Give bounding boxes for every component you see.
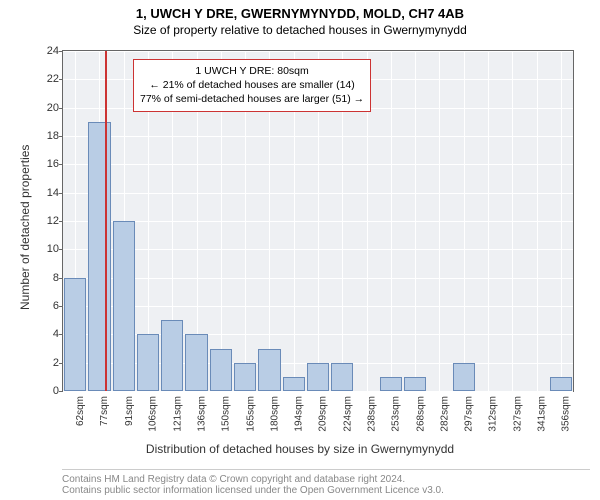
x-axis-label: Distribution of detached houses by size … — [0, 442, 600, 456]
y-tick-label: 10 — [47, 243, 59, 255]
y-tick-label: 0 — [53, 385, 59, 397]
x-tick-label: 150sqm — [221, 396, 232, 432]
x-tick-label: 91sqm — [124, 396, 135, 426]
reference-line — [105, 51, 107, 391]
bar — [137, 334, 159, 391]
x-tick-label: 327sqm — [512, 396, 523, 432]
x-tick-label: 194sqm — [294, 396, 305, 432]
bar — [64, 278, 86, 391]
bar — [283, 377, 305, 391]
x-tick-label: 253sqm — [391, 396, 402, 432]
x-tick-label: 62sqm — [75, 396, 86, 426]
bar — [307, 363, 329, 391]
bar — [88, 122, 110, 391]
bar — [550, 377, 572, 391]
y-tick-label: 2 — [53, 357, 59, 369]
bar — [210, 349, 232, 392]
bar — [331, 363, 353, 391]
x-tick-label: 238sqm — [367, 396, 378, 432]
bar — [234, 363, 256, 391]
y-tick-label: 22 — [47, 73, 59, 85]
y-axis-label: Number of detached properties — [18, 145, 32, 310]
x-tick-label: 180sqm — [269, 396, 280, 432]
bar — [380, 377, 402, 391]
y-tick-label: 14 — [47, 187, 59, 199]
annotation-line: ← 21% of detached houses are smaller (14… — [140, 78, 364, 92]
x-tick-label: 341sqm — [537, 396, 548, 432]
bar — [404, 377, 426, 391]
footer-line-2: Contains public sector information licen… — [62, 485, 590, 496]
y-tick-label: 20 — [47, 102, 59, 114]
x-tick-label: 282sqm — [439, 396, 450, 432]
bar — [258, 349, 280, 392]
x-tick-label: 121sqm — [172, 396, 183, 432]
x-tick-label: 312sqm — [488, 396, 499, 432]
bar — [453, 363, 475, 391]
y-tick-label: 24 — [47, 45, 59, 57]
annotation-box: 1 UWCH Y DRE: 80sqm← 21% of detached hou… — [133, 59, 371, 112]
footer-line-1: Contains HM Land Registry data © Crown c… — [62, 474, 590, 485]
x-tick-label: 136sqm — [197, 396, 208, 432]
x-tick-label: 268sqm — [415, 396, 426, 432]
y-tick-label: 18 — [47, 130, 59, 142]
y-tick-label: 12 — [47, 215, 59, 227]
y-tick-label: 8 — [53, 272, 59, 284]
annotation-line: 77% of semi-detached houses are larger (… — [140, 92, 364, 106]
annotation-line: 1 UWCH Y DRE: 80sqm — [140, 64, 364, 78]
x-tick-label: 209sqm — [318, 396, 329, 432]
y-tick-label: 6 — [53, 300, 59, 312]
x-tick-label: 106sqm — [148, 396, 159, 432]
x-tick-label: 224sqm — [342, 396, 353, 432]
x-tick-label: 297sqm — [464, 396, 475, 432]
x-tick-label: 356sqm — [561, 396, 572, 432]
bar — [113, 221, 135, 391]
y-tick-label: 16 — [47, 158, 59, 170]
bar — [161, 320, 183, 391]
bar — [185, 334, 207, 391]
x-tick-label: 165sqm — [245, 396, 256, 432]
y-tick-label: 4 — [53, 328, 59, 340]
attribution-footer: Contains HM Land Registry data © Crown c… — [62, 469, 590, 496]
plot-area: 0246810121416182022241 UWCH Y DRE: 80sqm… — [62, 50, 574, 392]
bar-chart: 0246810121416182022241 UWCH Y DRE: 80sqm… — [0, 0, 600, 460]
x-tick-label: 77sqm — [99, 396, 110, 426]
